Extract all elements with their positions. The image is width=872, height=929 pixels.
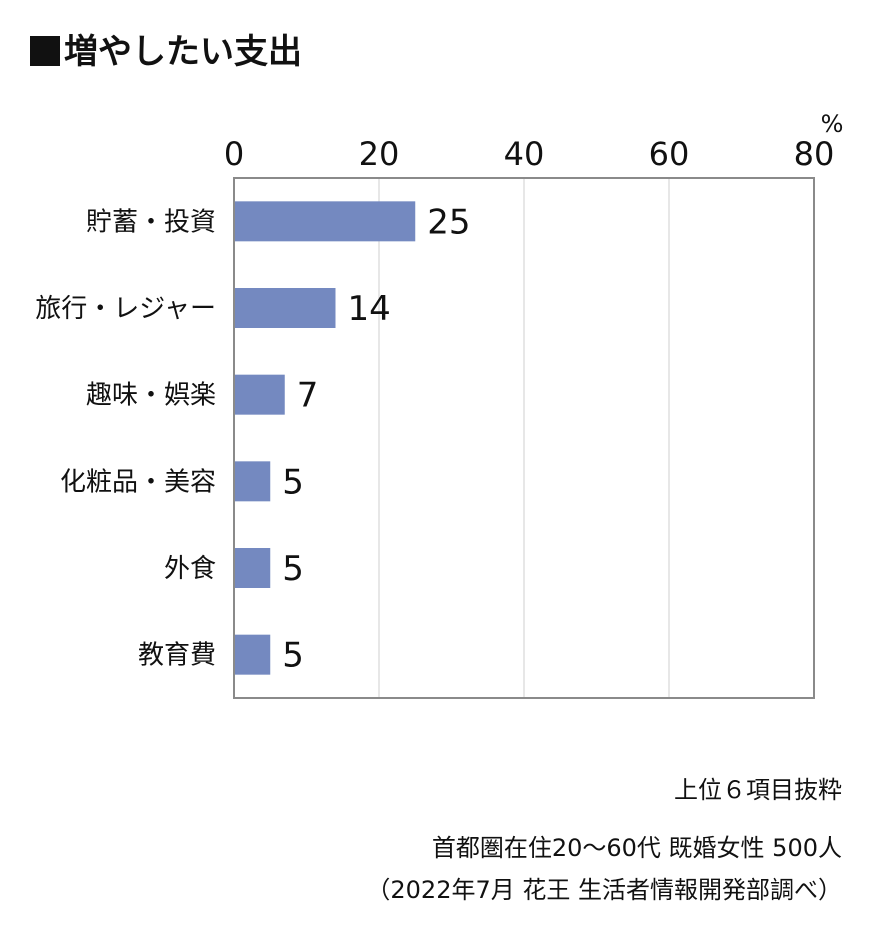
value-label: 25 (427, 202, 470, 242)
value-labels: 25 14 7 5 5 5 (282, 202, 470, 675)
value-label: 14 (348, 289, 391, 329)
survey-note: 首都圏在住20〜60代 既婚女性 500人 (431, 834, 842, 862)
selection-note: 上位６項目抜粋 (674, 776, 842, 804)
value-label: 5 (282, 636, 304, 676)
category-label: 貯蓄・投資 (86, 207, 216, 237)
bar (235, 461, 271, 502)
bar (235, 548, 271, 588)
unit-label: % (821, 110, 844, 138)
title-square-icon (30, 36, 60, 66)
chart-title-text: 増やしたい支出 (64, 32, 302, 72)
bars (235, 201, 416, 675)
grid-lines (378, 178, 670, 698)
source-note: （2022年7月 花王 生活者情報開発部調べ） (366, 876, 842, 904)
x-tick-label: 40 (504, 135, 545, 173)
x-tick-labels: 0 20 40 60 80 (224, 135, 835, 173)
plot-frame (233, 177, 815, 699)
value-label: 5 (282, 549, 304, 589)
category-label: 趣味・娯楽 (86, 381, 216, 411)
bar (235, 288, 336, 328)
value-label: 7 (297, 376, 319, 416)
chart-title: 増やしたい支出 (30, 24, 302, 73)
x-tick-label: 80 (794, 135, 835, 173)
bar (235, 374, 285, 415)
category-label: 化粧品・美容 (60, 467, 216, 497)
x-tick-label: 0 (224, 135, 244, 173)
x-tick-label: 20 (359, 135, 400, 173)
category-label: 教育費 (138, 641, 216, 671)
category-label: 旅行・レジャー (35, 294, 216, 324)
value-label: 5 (282, 462, 304, 502)
x-tick-label: 60 (649, 135, 690, 173)
bar (235, 201, 416, 242)
category-label: 外食 (164, 554, 216, 584)
bar (235, 634, 271, 675)
